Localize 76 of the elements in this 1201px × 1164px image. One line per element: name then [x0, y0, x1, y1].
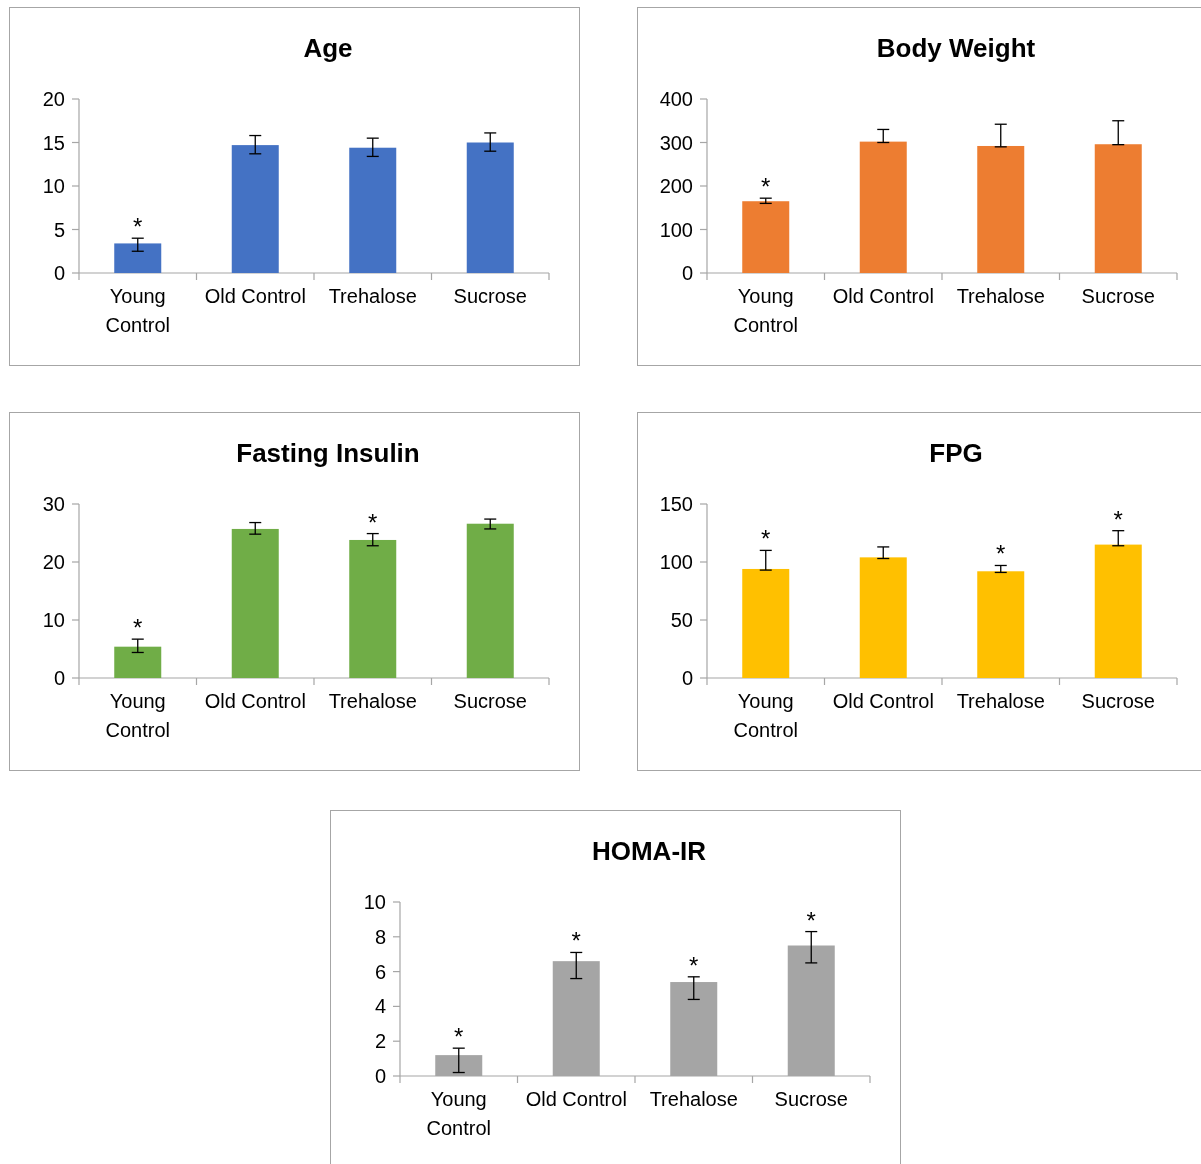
y-tick-label: 400 — [659, 88, 693, 110]
chart-title: HOMA-IR — [591, 836, 707, 866]
bar — [977, 145, 1025, 273]
y-tick-label: 50 — [670, 609, 693, 631]
y-tick-label: 10 — [363, 891, 386, 913]
x-tick-label: Old Control — [832, 285, 934, 307]
y-tick-label: 6 — [374, 960, 386, 983]
y-tick-label: 8 — [374, 925, 386, 948]
annotation: * — [571, 927, 581, 955]
bar — [742, 201, 790, 273]
x-tick-label: Old Control — [832, 690, 934, 712]
y-tick-label: 300 — [659, 131, 693, 154]
y-tick-label: 5 — [53, 218, 65, 241]
y-tick-label: 100 — [659, 551, 693, 573]
x-tick-label: Sucrose — [774, 1088, 848, 1110]
y-tick-label: 15 — [42, 131, 65, 154]
x-tick-label: Sucrose — [453, 285, 527, 307]
x-tick-label: Sucrose — [1081, 285, 1155, 307]
bar — [349, 147, 397, 273]
bar — [231, 528, 279, 678]
x-tick-label: Young Control — [426, 1088, 491, 1139]
bar — [1094, 144, 1142, 273]
annotation: * — [761, 173, 771, 201]
x-tick-label: Old Control — [204, 690, 306, 712]
y-tick-label: 10 — [42, 175, 65, 197]
y-tick-label: 2 — [374, 1030, 386, 1053]
y-tick-label: 10 — [42, 609, 65, 631]
bar — [859, 557, 907, 678]
y-tick-label: 30 — [42, 493, 65, 515]
bar — [466, 142, 514, 273]
y-tick-label: 100 — [659, 218, 693, 241]
x-tick-label: Trehalose — [649, 1088, 738, 1110]
annotation: * — [996, 540, 1006, 568]
chart-title: Body Weight — [876, 33, 1036, 63]
annotation: * — [761, 525, 771, 553]
annotation: * — [689, 951, 699, 979]
bar — [742, 568, 790, 678]
x-tick-label: Young Control — [733, 285, 798, 336]
chart-title: FPG — [929, 438, 983, 468]
annotation: * — [368, 508, 378, 536]
y-tick-label: 0 — [681, 262, 693, 284]
y-tick-label: 0 — [53, 262, 65, 284]
x-tick-label: Trehalose — [956, 690, 1045, 712]
y-tick-label: 20 — [42, 88, 65, 110]
y-tick-label: 20 — [42, 551, 65, 573]
x-tick-label: Sucrose — [1081, 690, 1155, 712]
x-tick-label: Trehalose — [328, 690, 417, 712]
x-tick-label: Young Control — [733, 690, 798, 741]
x-tick-label: Young Control — [105, 285, 170, 336]
annotation: * — [454, 1023, 464, 1051]
x-tick-label: Trehalose — [328, 285, 417, 307]
bar — [231, 145, 279, 273]
y-tick-label: 0 — [53, 667, 65, 689]
y-tick-label: 0 — [374, 1065, 386, 1087]
x-tick-label: Young Control — [105, 690, 170, 741]
chart-title: Age — [303, 33, 353, 63]
bar — [114, 243, 162, 273]
annotation: * — [1113, 505, 1123, 533]
y-tick-label: 200 — [659, 175, 693, 197]
bar — [859, 141, 907, 273]
chart-title: Fasting Insulin — [236, 438, 420, 468]
y-tick-label: 0 — [681, 667, 693, 689]
bar — [349, 539, 397, 678]
x-tick-label: Sucrose — [453, 690, 527, 712]
bar — [114, 646, 162, 678]
x-tick-label: Old Control — [204, 285, 306, 307]
y-tick-label: 4 — [374, 995, 386, 1018]
annotation: * — [133, 213, 143, 241]
y-tick-label: 150 — [659, 493, 693, 515]
x-tick-label: Trehalose — [956, 285, 1045, 307]
annotation: * — [133, 614, 143, 642]
bar — [977, 571, 1025, 678]
bar — [466, 523, 514, 678]
bar — [1094, 544, 1142, 678]
x-tick-label: Old Control — [525, 1088, 627, 1110]
annotation: * — [806, 906, 816, 934]
